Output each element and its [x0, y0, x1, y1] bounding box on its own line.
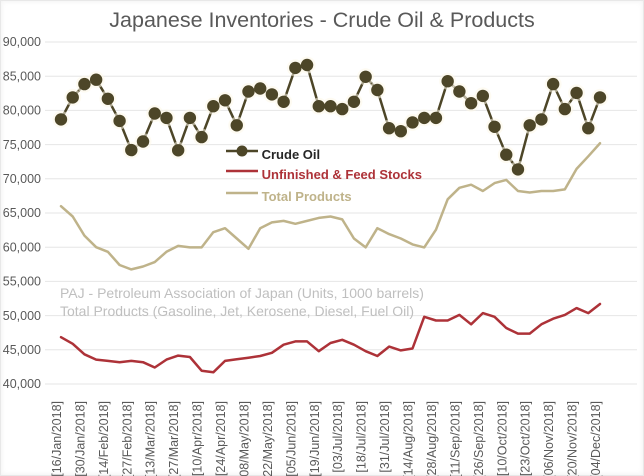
- svg-text:[10/Apr/2018]: [10/Apr/2018]: [191, 401, 205, 476]
- svg-text:[16/Jan/2018]: [16/Jan/2018]: [50, 401, 64, 476]
- svg-text:[03/Jul/2018]: [03/Jul/2018]: [331, 401, 345, 473]
- svg-text:[04/Dec/2018]: [04/Dec/2018]: [589, 401, 603, 476]
- svg-text:90,000: 90,000: [3, 35, 41, 49]
- svg-text:[14/Aug/2018]: [14/Aug/2018]: [402, 401, 416, 476]
- svg-text:[27/Mar/2018]: [27/Mar/2018]: [167, 401, 181, 476]
- svg-text:75,000: 75,000: [3, 138, 41, 152]
- svg-text:[27/Feb/2018]: [27/Feb/2018]: [120, 401, 134, 476]
- svg-text:[26/Sep/2018]: [26/Sep/2018]: [472, 401, 486, 476]
- svg-text:60,000: 60,000: [3, 240, 41, 254]
- svg-text:45,000: 45,000: [3, 343, 41, 357]
- svg-text:50,000: 50,000: [3, 309, 41, 323]
- svg-text:[20/Nov/2018]: [20/Nov/2018]: [566, 401, 580, 476]
- svg-text:55,000: 55,000: [3, 275, 41, 289]
- svg-text:[18/Jul/2018]: [18/Jul/2018]: [355, 401, 369, 473]
- svg-text:85,000: 85,000: [3, 69, 41, 83]
- svg-text:65,000: 65,000: [3, 206, 41, 220]
- svg-text:[22/May/2018]: [22/May/2018]: [261, 401, 275, 476]
- svg-text:[30/Jan/2018]: [30/Jan/2018]: [73, 401, 87, 476]
- svg-text:[24/Apr/2018]: [24/Apr/2018]: [214, 401, 228, 476]
- svg-text:[19/Jun/2018]: [19/Jun/2018]: [308, 401, 322, 476]
- svg-text:70,000: 70,000: [3, 172, 41, 186]
- svg-text:[28/Aug/2018]: [28/Aug/2018]: [425, 401, 439, 476]
- svg-text:[14/Feb/2018]: [14/Feb/2018]: [97, 401, 111, 476]
- svg-text:[31/Jul/2018]: [31/Jul/2018]: [378, 401, 392, 473]
- svg-text:80,000: 80,000: [3, 104, 41, 118]
- svg-text:[13/Mar/2018]: [13/Mar/2018]: [144, 401, 158, 476]
- svg-text:[10/Oct/2018]: [10/Oct/2018]: [495, 401, 509, 476]
- svg-text:[08/May/2018]: [08/May/2018]: [237, 401, 251, 476]
- svg-text:40,000: 40,000: [3, 377, 41, 391]
- svg-text:[11/Sep/2018]: [11/Sep/2018]: [448, 401, 462, 476]
- svg-text:[05/Jun/2018]: [05/Jun/2018]: [284, 401, 298, 476]
- svg-text:[06/Nov/2018]: [06/Nov/2018]: [542, 401, 556, 476]
- svg-text:[23/Oct/2018]: [23/Oct/2018]: [519, 401, 533, 476]
